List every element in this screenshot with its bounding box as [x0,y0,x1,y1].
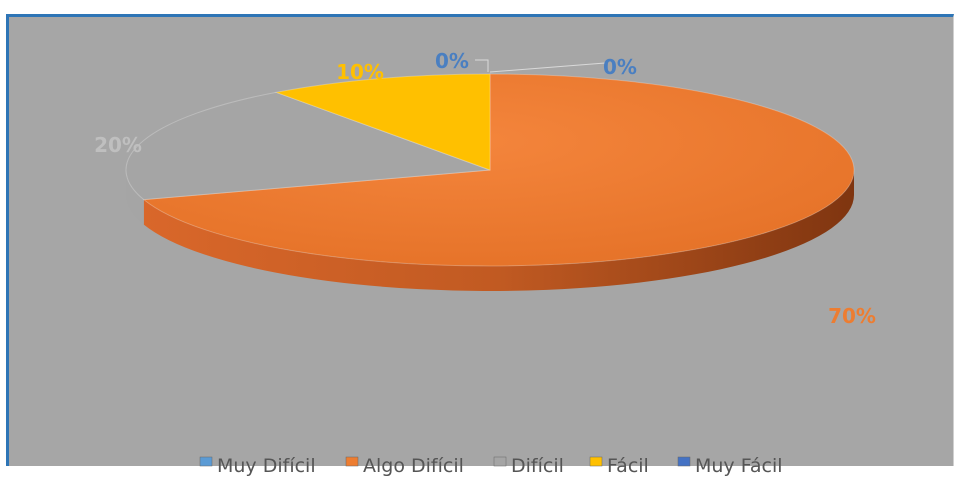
data-label-0: 0% [435,49,469,73]
leader-line-0 [475,59,489,72]
legend-item-0: Muy Difícil [199,455,316,477]
pie-slice-1 [142,73,855,267]
legend-item-2: Difícil [493,455,564,477]
legend-item-3: Fácil [589,455,649,477]
legend-label-1: Algo Difícil [363,455,464,477]
legend-label-2: Difícil [511,455,564,477]
leader-line-4 [489,62,606,73]
legend-label-0: Muy Difícil [217,455,316,477]
data-label-2: 20% [94,133,142,157]
pie-slice-2 [125,91,491,201]
data-label-1: 70% [828,304,876,328]
pie-slice-side-2 [126,170,144,225]
legend-label-3: Fácil [607,455,649,477]
pie-slice-3 [274,73,491,171]
legend-swatch-2 [493,456,507,467]
legend-swatch-4 [677,456,691,467]
legend: Muy Difícil Algo Difícil Difícil Fácil Muy F… [199,455,783,477]
legend-label-4: Muy Fácil [695,455,783,477]
legend-swatch-1 [345,456,359,467]
data-label-3: 10% [336,60,384,84]
legend-item-4: Muy Fácil [677,455,783,477]
legend-swatch-3 [589,456,603,467]
data-label-4: 0% [603,55,637,79]
pie-slice-side-1 [143,170,854,292]
legend-swatch-0 [199,456,213,467]
legend-item-1: Algo Difícil [345,455,464,477]
